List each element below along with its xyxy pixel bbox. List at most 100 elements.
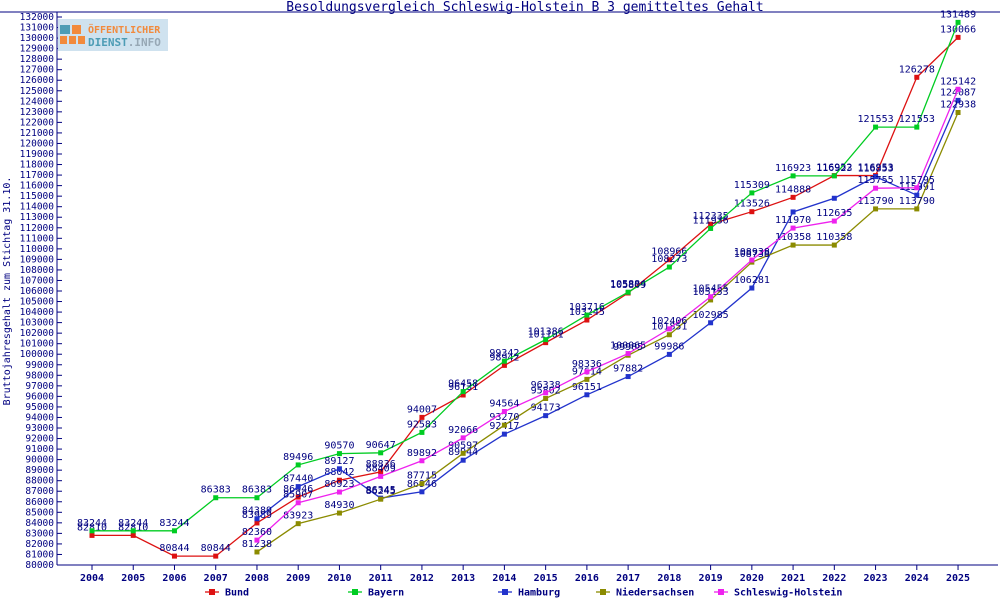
data-point-label-schleswig-holstein: 94564 <box>489 399 519 410</box>
y-tick-label: 98000 <box>25 370 54 381</box>
y-tick-label: 96000 <box>25 391 54 402</box>
y-tick-label: 87000 <box>25 486 54 497</box>
logo-squares-icon <box>60 24 85 47</box>
data-point-marker-hamburg <box>336 466 342 472</box>
data-point-marker-hamburg <box>254 516 260 522</box>
data-point-label-hamburg: 116853 <box>857 164 893 175</box>
data-point-label-bund: 80844 <box>159 543 189 554</box>
data-point-marker-schleswig-holstein <box>708 294 714 300</box>
data-point-marker-bund <box>336 477 342 483</box>
data-point-label-bund: 105809 <box>610 280 646 291</box>
data-point-marker-niedersachsen <box>336 510 342 516</box>
data-point-label-bund: 83989 <box>242 510 272 521</box>
legend-item-bayern: Bayern <box>348 588 404 599</box>
x-tick-label: 2022 <box>822 573 846 584</box>
data-point-label-niedersachsen: 81238 <box>242 539 272 550</box>
y-tick-label: 103000 <box>20 318 55 329</box>
data-point-label-schleswig-holstein: 115795 <box>899 175 935 186</box>
x-tick-label: 2010 <box>327 573 351 584</box>
data-point-marker-bayern <box>543 337 549 343</box>
y-tick-label: 123000 <box>20 107 55 118</box>
data-point-label-schleswig-holstein: 100065 <box>610 341 646 352</box>
data-point-label-schleswig-holstein: 125142 <box>940 76 976 87</box>
data-point-marker-hamburg <box>914 192 920 198</box>
legend-item-schleswig-holstein: Schleswig-Holstein <box>714 587 842 599</box>
logo-line2-info: .INFO <box>127 35 161 49</box>
data-point-marker-schleswig-holstein <box>666 326 672 332</box>
y-tick-label: 88000 <box>25 476 54 487</box>
data-point-marker-bund <box>501 362 507 368</box>
data-point-marker-bund <box>790 194 796 200</box>
data-point-marker-bayern <box>831 173 837 179</box>
x-tick-label: 2021 <box>781 573 805 584</box>
x-tick-label: 2017 <box>616 573 640 584</box>
data-point-marker-bund <box>708 221 714 227</box>
data-point-marker-schleswig-holstein <box>584 369 590 375</box>
legend-marker-square <box>502 589 508 595</box>
data-point-label-niedersachsen: 86245 <box>366 486 396 497</box>
y-tick-label: 91000 <box>25 444 54 455</box>
data-point-label-niedersachsen: 90597 <box>448 440 478 451</box>
data-point-marker-bayern <box>790 173 796 179</box>
x-tick-label: 2011 <box>369 573 393 584</box>
data-point-label-bayern: 83244 <box>77 518 107 529</box>
data-point-marker-bayern <box>708 225 714 231</box>
y-tick-label: 102000 <box>20 328 55 339</box>
y-tick-label: 118000 <box>20 160 55 171</box>
y-tick-label: 108000 <box>20 265 55 276</box>
x-tick-label: 2014 <box>492 573 516 584</box>
data-point-label-niedersachsen: 113790 <box>857 196 893 207</box>
data-point-label-schleswig-holstein: 111970 <box>775 215 811 226</box>
data-point-label-bayern: 121553 <box>857 114 893 125</box>
y-tick-label: 99000 <box>25 360 54 371</box>
y-tick-label: 85000 <box>25 507 54 518</box>
data-point-marker-schleswig-holstein <box>543 390 549 396</box>
data-point-marker-bund <box>130 532 136 538</box>
data-point-marker-hamburg <box>543 413 549 419</box>
y-tick-label: 119000 <box>20 149 55 160</box>
data-point-label-schleswig-holstein: 115755 <box>857 175 893 186</box>
data-point-marker-hamburg <box>955 97 961 103</box>
data-point-marker-schleswig-holstein <box>460 435 466 441</box>
data-point-label-niedersachsen: 84930 <box>324 500 354 511</box>
x-tick-label: 2009 <box>286 573 310 584</box>
oeffentlicher-dienst-info-logo[interactable]: ÖFFENTLICHER DIENST.INFO <box>58 19 168 51</box>
y-tick-label: 127000 <box>20 65 55 76</box>
y-tick-label: 101000 <box>20 339 55 350</box>
x-tick-label: 2023 <box>864 573 888 584</box>
data-point-label-niedersachsen: 110358 <box>775 232 811 243</box>
data-point-marker-hamburg <box>460 457 466 463</box>
data-point-label-schleswig-holstein: 98336 <box>572 359 602 370</box>
y-tick-label: 110000 <box>20 244 55 255</box>
data-point-marker-bund <box>749 209 755 215</box>
y-tick-label: 116000 <box>20 181 55 192</box>
data-point-label-bund: 130066 <box>940 24 976 35</box>
data-point-marker-bayern <box>89 528 95 534</box>
data-point-marker-bayern <box>460 389 466 395</box>
data-point-label-bayern: 111936 <box>693 215 729 226</box>
legend-label: Hamburg <box>518 588 560 599</box>
data-point-marker-hamburg <box>708 320 714 326</box>
data-point-marker-schleswig-holstein <box>914 185 920 191</box>
legend-marker-square <box>600 589 606 595</box>
legend-marker-square <box>718 589 724 595</box>
data-point-marker-schleswig-holstein <box>378 473 384 479</box>
data-point-label-bayern: 90570 <box>324 441 354 452</box>
y-tick-label: 131000 <box>20 23 55 34</box>
legend-item-bund: Bund <box>205 588 249 599</box>
y-tick-label: 86000 <box>25 497 54 508</box>
y-tick-label: 113000 <box>20 212 55 223</box>
data-point-marker-bayern <box>955 19 961 25</box>
data-point-label-schleswig-holstein: 88409 <box>366 463 396 474</box>
data-point-label-bayern: 131489 <box>940 9 976 20</box>
data-point-label-bayern: 92583 <box>407 419 437 430</box>
x-tick-label: 2019 <box>699 573 723 584</box>
x-tick-label: 2015 <box>534 573 558 584</box>
data-point-label-bayern: 83244 <box>118 518 148 529</box>
y-tick-label: 115000 <box>20 191 55 202</box>
data-point-marker-niedersachsen <box>419 481 425 487</box>
data-point-marker-bayern <box>873 124 879 130</box>
data-point-label-hamburg: 87440 <box>283 474 313 485</box>
y-tick-label: 92000 <box>25 434 54 445</box>
data-point-marker-niedersachsen <box>666 332 672 338</box>
